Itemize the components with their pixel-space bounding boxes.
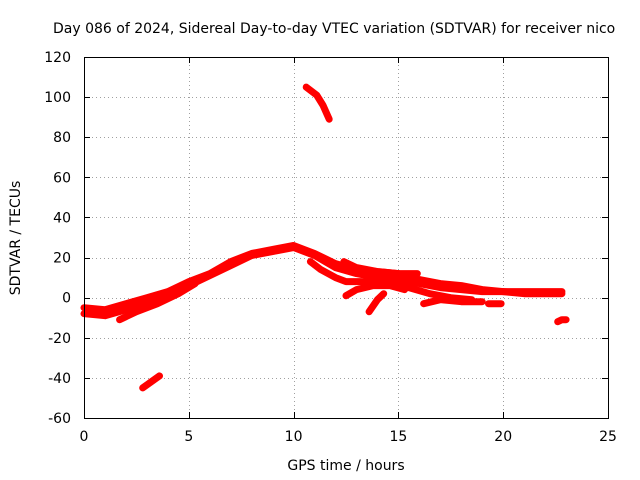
y-tick-label: 80 [53, 130, 71, 146]
x-tick-label: 20 [494, 429, 512, 445]
y-tick-label: -60 [48, 411, 71, 427]
plot-frame [84, 57, 609, 419]
series-trace-h [302, 83, 333, 123]
series-trace-b [80, 242, 566, 314]
series-trace-j [365, 290, 388, 316]
y-tick-label: 0 [62, 291, 71, 307]
y-tick-label: 60 [53, 170, 71, 186]
x-tick-label: 5 [184, 429, 193, 445]
chart-title: Day 086 of 2024, Sidereal Day-to-day VTE… [53, 21, 615, 37]
y-tick-label: 40 [53, 210, 71, 226]
x-axis-label: GPS time / hours [287, 458, 404, 474]
y-tick-label: 100 [44, 90, 71, 106]
x-tick-label: 15 [389, 429, 407, 445]
y-axis-label: SDTVAR / TECUs [8, 181, 24, 296]
x-tick-label: 25 [599, 429, 617, 445]
series-trace-e [340, 258, 421, 278]
y-tick-label: 20 [53, 251, 71, 267]
y-tick-label: -20 [48, 331, 71, 347]
x-tick-label: 10 [285, 429, 303, 445]
y-tick-label: -40 [48, 371, 71, 387]
series-trace-i [139, 372, 163, 392]
series-trace-g [420, 296, 486, 308]
series-trace-c [116, 280, 199, 324]
x-tick-label: 0 [80, 429, 89, 445]
data-layer [80, 83, 570, 392]
series-trace-f [342, 282, 409, 300]
grid [84, 57, 608, 418]
series-trace-l [554, 316, 570, 326]
axes: 0 5 10 15 20 25 -60 -40 -20 0 20 40 60 80 100 120 [44, 50, 617, 445]
y-tick-label: 120 [44, 50, 71, 66]
